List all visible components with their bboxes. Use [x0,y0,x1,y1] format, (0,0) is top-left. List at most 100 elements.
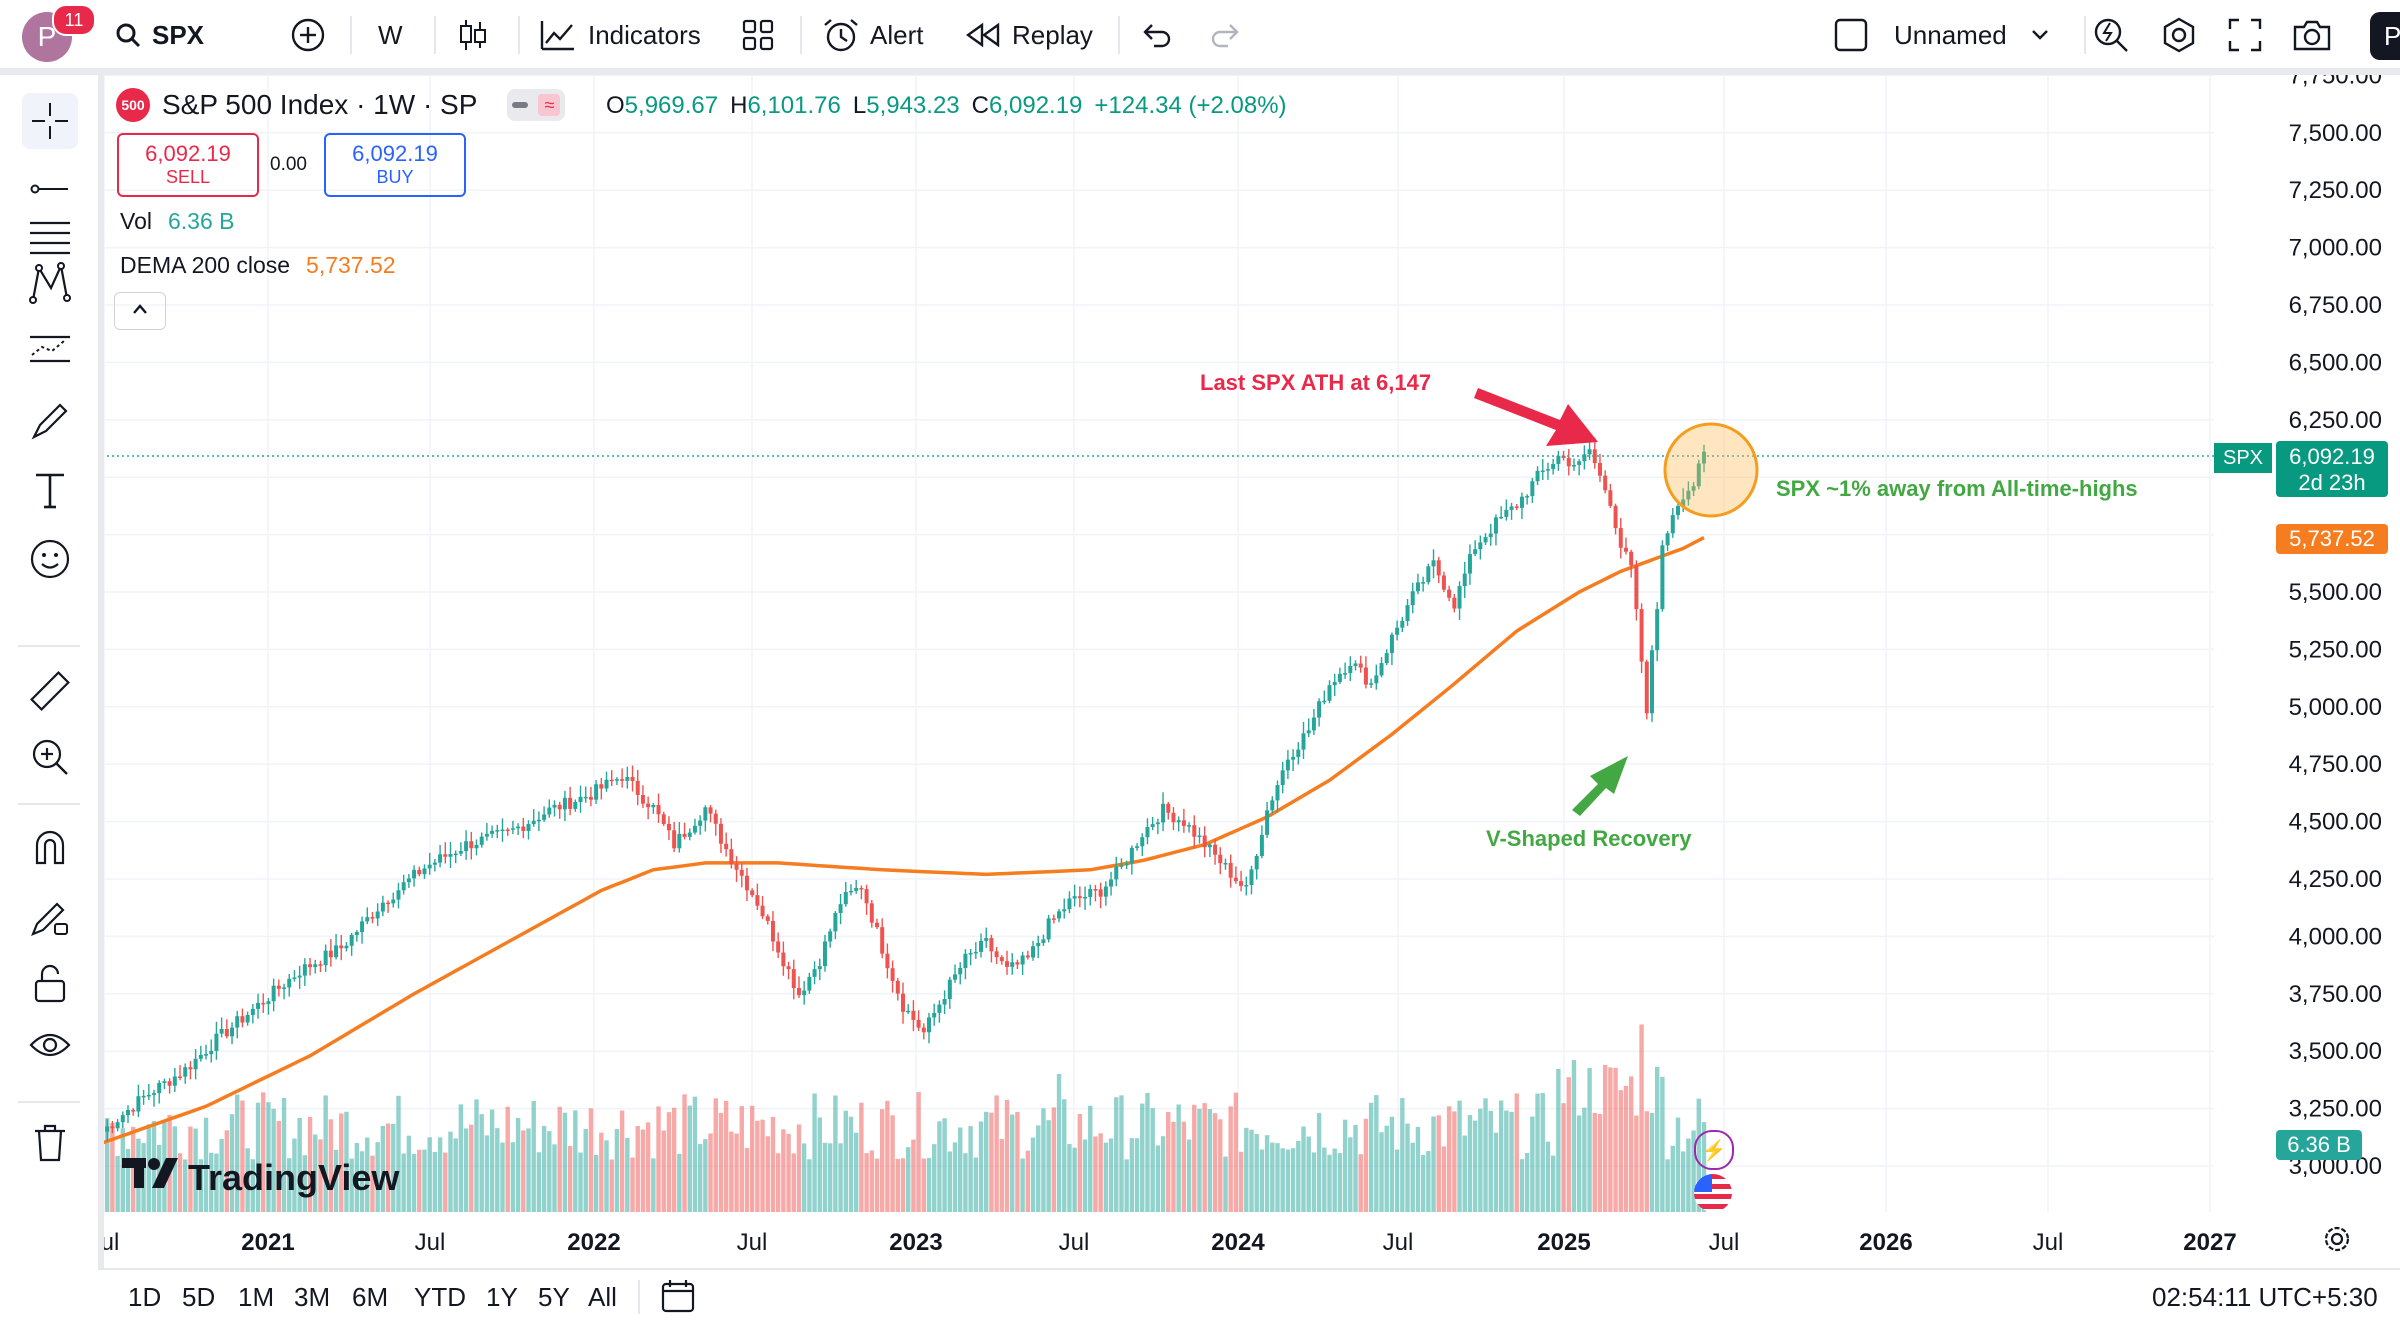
candle-body [729,849,734,865]
undo-button[interactable] [1142,14,1172,56]
sell-button[interactable]: 6,092.19 SELL [117,133,259,197]
utc-clock[interactable]: 02:54:11 UTC+5:30 [2152,1282,2378,1312]
ath-annotation[interactable]: Last SPX ATH at 6,147 [1200,370,1432,395]
candle-body [1187,825,1192,827]
price-tick-label: 7,500.00 [2289,120,2382,147]
v-recovery-annotation[interactable]: V-Shaped Recovery [1486,826,1692,851]
volume-bar [1077,1114,1083,1212]
range-button-5d[interactable]: 5D [182,1282,216,1312]
candle-body [505,829,510,832]
delete-tool[interactable] [22,1115,78,1171]
fib-tool[interactable] [22,209,78,265]
alert-button[interactable]: Alert [822,14,923,56]
chart-grid [102,74,2214,1212]
collapse-legend-button[interactable] [114,292,166,330]
pattern-tool[interactable] [22,255,78,311]
chart-settings-gear-icon[interactable] [2322,1224,2352,1259]
layout-selector[interactable]: Unnamed [1834,14,2049,56]
zoom-tool[interactable] [22,729,78,785]
measure-tool[interactable] [22,663,78,719]
crosshair-tool[interactable] [22,93,78,149]
range-button-ytd[interactable]: YTD [414,1282,466,1312]
volume-bar [1654,1066,1660,1212]
candle-body [921,1027,926,1033]
candle-body [994,951,999,958]
volume-bar [1670,1145,1675,1212]
visibility-tool[interactable] [22,1017,78,1073]
volume-bar [531,1101,536,1212]
bolt-badge-icon[interactable]: ⚡ [1694,1130,1734,1170]
range-button-all[interactable]: All [588,1282,617,1312]
candle-body [750,890,755,896]
compare-button[interactable] [290,14,326,56]
legend-toggle-icon[interactable]: ≈ [507,89,566,121]
candle-body [1051,918,1056,920]
indicators-button[interactable]: Indicators [540,14,701,56]
volume-bar [344,1111,349,1212]
candle-body [1322,700,1327,703]
volume-bar [760,1119,765,1212]
range-button-1d[interactable]: 1D [128,1282,162,1312]
volume-bar [973,1157,979,1212]
volume-bar [1160,1136,1166,1212]
quick-search-button[interactable] [2092,14,2130,56]
avatar-letter: P [37,21,57,52]
fullscreen-button[interactable] [2228,14,2262,56]
candle-body [1223,862,1228,865]
candle-body [1083,896,1088,899]
candle-body [781,952,786,967]
volume-bar [1420,1155,1426,1212]
tradingview-watermark[interactable]: TradingView [122,1156,399,1199]
chart-type-button[interactable] [458,14,488,56]
volume-bar [1488,1110,1493,1212]
volume-bar [708,1133,713,1212]
volume-bar [1405,1123,1410,1212]
emoji-tool[interactable] [22,531,78,587]
ath-distance-annotation[interactable]: SPX ~1% away from All-time-highs [1776,476,2138,501]
calendar-goto-icon[interactable] [660,1278,696,1319]
volume-legend[interactable]: Vol 6.36 B [120,208,234,235]
spread-value: 0.00 [270,154,307,175]
us-flag-icon[interactable] [1694,1174,1732,1212]
volume-bar [437,1137,443,1212]
range-button-5y[interactable]: 5Y [538,1282,570,1312]
notification-badge[interactable]: 11 [52,4,96,36]
settings-button[interactable] [2160,14,2198,56]
unlock-tool[interactable] [22,955,78,1011]
snapshot-button[interactable] [2292,14,2332,56]
volume-bar [1129,1138,1135,1212]
buy-button[interactable]: 6,092.19 BUY [324,133,466,197]
candle-body [172,1076,177,1086]
templates-button[interactable] [742,14,774,56]
volume-bar [370,1155,375,1212]
publish-button[interactable]: Pu [2370,12,2400,60]
volume-bar [906,1147,911,1212]
candle-body [323,950,328,966]
lock-drawing-tool[interactable] [22,889,78,945]
chevron-up-icon [131,302,149,320]
volume-bar [557,1106,562,1212]
symbol-legend[interactable]: 500 S&P 500 Index · 1W · SP ≈ [116,88,566,122]
replay-button[interactable]: Replay [966,14,1093,56]
text-tool[interactable] [22,463,78,519]
interval-button[interactable]: W [378,14,403,56]
redo-button[interactable] [1210,14,1240,56]
symbol-search[interactable]: SPX [114,14,204,56]
candle-body [885,953,890,969]
candle-body [734,864,739,870]
range-button-1y[interactable]: 1Y [486,1282,518,1312]
volume-bar [677,1153,682,1212]
volume-bar [302,1155,308,1212]
dema-legend[interactable]: DEMA 200 close 5,737.52 [120,252,396,279]
trendline-tool[interactable] [22,161,78,217]
magnet-tool[interactable] [22,819,78,875]
eye-icon [29,1028,71,1062]
range-button-6m[interactable]: 6M [352,1282,389,1312]
brush-tool[interactable] [22,393,78,449]
volume-bar [1441,1146,1447,1212]
forecast-tool[interactable] [22,321,78,377]
volume-bar [1452,1111,1457,1212]
range-button-3m[interactable]: 3M [294,1282,331,1312]
range-button-1m[interactable]: 1M [238,1282,275,1312]
